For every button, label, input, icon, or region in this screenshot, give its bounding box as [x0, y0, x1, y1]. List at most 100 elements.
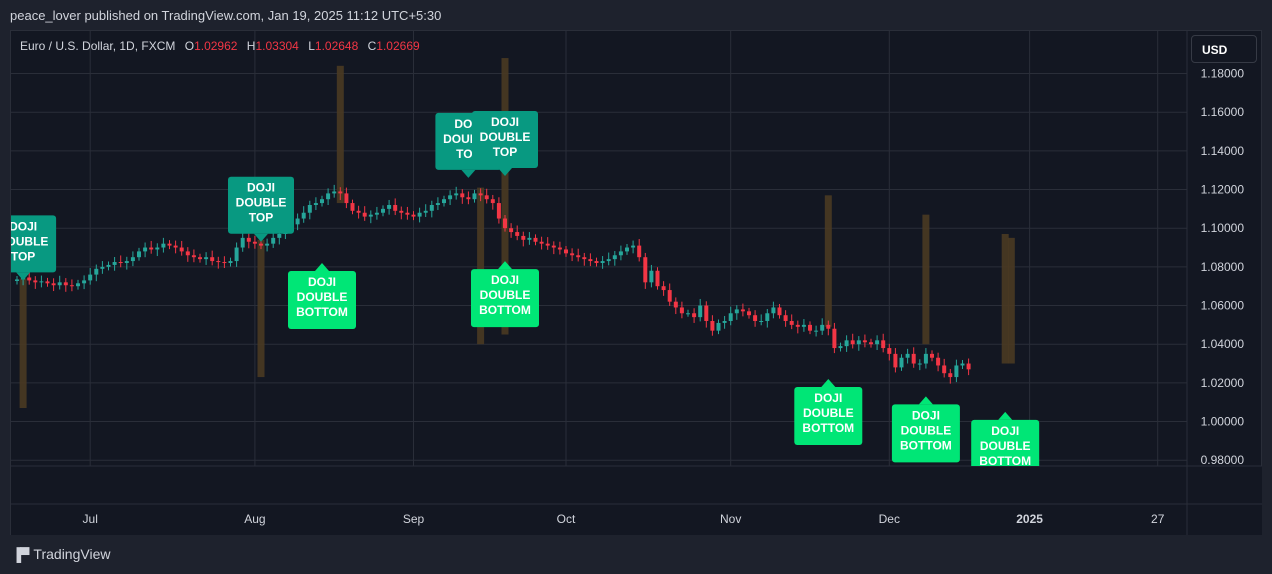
- close-value: 1.02669: [376, 39, 420, 53]
- candle-body: [649, 270, 654, 283]
- price-tick-label: 1.04000: [1201, 337, 1245, 351]
- candle-body: [661, 286, 666, 291]
- time-tick-label: Nov: [720, 512, 741, 526]
- low-label: L: [308, 39, 315, 53]
- price-tick-label: 1.12000: [1201, 183, 1245, 197]
- candle-body: [313, 203, 318, 205]
- candle-body: [118, 262, 123, 264]
- candle-body: [185, 251, 190, 256]
- doji-bar: [336, 65, 344, 204]
- footer-brand[interactable]: TradingView: [33, 546, 111, 562]
- candle-body: [527, 237, 532, 240]
- candle-body: [265, 243, 270, 246]
- currency-button[interactable]: USD: [1191, 35, 1257, 63]
- label-box: [471, 269, 539, 328]
- candle-body: [686, 313, 690, 315]
- candle-body: [204, 257, 209, 260]
- label-text: DOUBLE: [297, 290, 348, 304]
- candle-body: [69, 285, 74, 287]
- label-pointer: [254, 233, 268, 242]
- low-value: 1.02648: [314, 39, 359, 53]
- candle-body: [667, 290, 672, 302]
- label-pointer: [315, 263, 329, 271]
- candle-body: [57, 282, 62, 286]
- label-pointer: [918, 396, 933, 405]
- candle-body: [173, 245, 178, 248]
- price-tick-label: 1.08000: [1201, 260, 1245, 274]
- candle-body: [106, 264, 111, 267]
- candle-body: [850, 340, 855, 345]
- candle-body: [234, 247, 239, 262]
- time-tick-label: Jul: [83, 512, 98, 526]
- time-tick-label: Dec: [879, 512, 900, 526]
- label-text: DOUBLE: [980, 439, 1031, 453]
- candle-body: [320, 199, 324, 204]
- candle-body: [484, 195, 489, 200]
- candle-body: [533, 237, 538, 242]
- label-box: [11, 215, 57, 273]
- candle-body: [801, 324, 806, 327]
- candle-body: [905, 353, 910, 358]
- candle-body: [51, 283, 56, 286]
- candle-body: [442, 199, 446, 204]
- candle-body: [356, 210, 361, 213]
- candle-body: [551, 245, 556, 248]
- candle-body: [655, 270, 660, 287]
- candle-body: [429, 205, 434, 211]
- label-text: TOP: [249, 211, 273, 225]
- candle-body: [15, 279, 19, 281]
- candle-body: [490, 199, 495, 204]
- candle-body: [45, 281, 50, 284]
- candle-body: [734, 309, 739, 314]
- candle-body: [332, 191, 337, 194]
- candle-body: [198, 257, 202, 260]
- candle-body: [704, 305, 709, 321]
- candle-body: [155, 247, 160, 250]
- high-label: H: [246, 39, 256, 53]
- candle-body: [692, 313, 697, 318]
- candle-body: [814, 330, 819, 332]
- candle-body: [612, 255, 617, 260]
- candle-body: [917, 363, 922, 365]
- chart-frame[interactable]: [10, 30, 1262, 535]
- candle-body: [594, 261, 599, 263]
- candle-body: [472, 193, 477, 200]
- candle-body: [368, 214, 373, 217]
- candle-body: [411, 214, 416, 217]
- candle-body: [399, 210, 404, 213]
- label-pointer: [16, 272, 31, 281]
- label-box: [794, 387, 863, 445]
- candle-body: [179, 247, 184, 252]
- candle-body: [63, 282, 68, 286]
- price-tick-label: 1.06000: [1201, 299, 1245, 313]
- candle-body: [545, 243, 550, 246]
- candle-body: [161, 243, 166, 248]
- label-text: DOJI: [491, 273, 519, 287]
- candle-body: [521, 235, 526, 240]
- doji-bar: [922, 214, 930, 345]
- candle-body: [460, 193, 465, 198]
- time-tick-label: Sep: [403, 512, 425, 526]
- footer: ▐▀ TradingView: [12, 546, 110, 562]
- doji-bar: [824, 195, 832, 327]
- label-box: [288, 271, 356, 329]
- candle-body: [496, 203, 501, 219]
- candle-body: [130, 257, 135, 262]
- candle-body: [808, 324, 812, 331]
- doji-bar: [477, 187, 485, 345]
- candle-body: [515, 232, 520, 236]
- candle-body: [417, 212, 422, 217]
- candle-body: [740, 309, 745, 312]
- open-label: O: [184, 39, 195, 53]
- label-text: DOUBLE: [0, 234, 48, 248]
- candle-body: [387, 205, 392, 209]
- time-tick-label: Aug: [244, 512, 265, 526]
- price-tick-label: 1.14000: [1201, 144, 1245, 158]
- candle-body: [722, 321, 727, 323]
